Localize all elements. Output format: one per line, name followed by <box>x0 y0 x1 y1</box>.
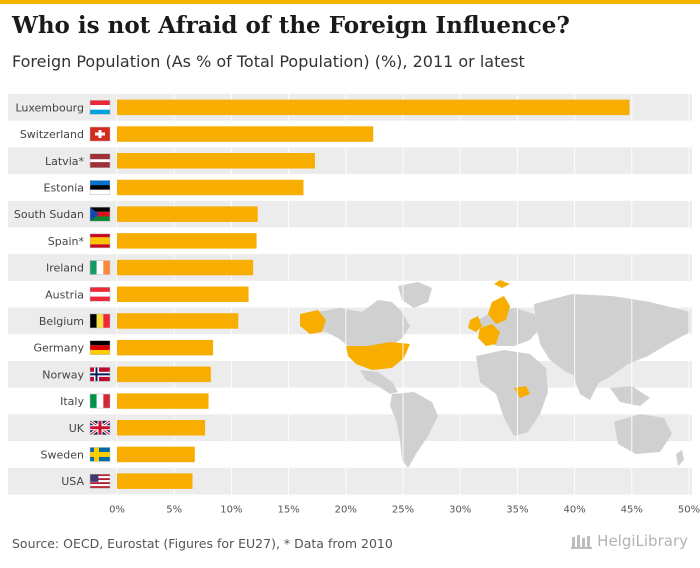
norway-flag-icon <box>89 367 111 382</box>
row-stripe <box>8 254 692 281</box>
map-africa <box>476 350 548 436</box>
x-tick-label: 5% <box>166 505 182 516</box>
bar-south-sudan <box>117 206 258 222</box>
x-tick-label: 50% <box>678 505 700 516</box>
map-new-zealand <box>676 450 684 466</box>
category-label: Estonia <box>44 181 85 194</box>
austria-flag-icon <box>89 287 111 302</box>
bar-luxembourg <box>117 99 630 116</box>
map-greenland <box>398 282 432 308</box>
category-label: Luxembourg <box>15 101 84 114</box>
world-map <box>300 280 690 468</box>
row-stripes <box>8 94 692 495</box>
map-asia <box>534 294 690 384</box>
row-stripe <box>8 147 692 175</box>
x-tick-label: 45% <box>621 505 643 516</box>
bar-ireland <box>117 259 254 276</box>
category-labels: Luxembourg Switzerland Latvia* Estonia South… <box>14 101 85 488</box>
category-label: USA <box>61 475 84 488</box>
category-label: Switzerland <box>20 128 84 141</box>
map-scandinavia <box>488 296 510 324</box>
belgium-flag-icon <box>89 313 111 329</box>
south-sudan-flag-icon <box>89 206 111 222</box>
row-stripe <box>8 200 692 228</box>
bar-spain <box>117 233 257 249</box>
map-australia <box>614 414 672 454</box>
bar-usa <box>117 473 193 489</box>
top-accent-bar <box>0 0 700 4</box>
x-tick-label: 10% <box>220 505 242 516</box>
bar-sweden <box>117 446 195 463</box>
x-tick-label: 20% <box>335 505 357 516</box>
bar-austria <box>117 286 249 302</box>
map-central-america <box>360 370 398 394</box>
sweden-flag-icon <box>89 447 111 462</box>
bar-belgium <box>117 313 239 329</box>
category-label: Belgium <box>39 315 84 328</box>
germany-flag-icon <box>89 340 111 355</box>
bar-uk <box>117 420 206 436</box>
map-india <box>572 370 600 400</box>
row-stripe <box>8 414 692 442</box>
bar-germany <box>117 339 214 356</box>
category-label: Spain* <box>48 235 85 248</box>
bar-chart: Luxembourg Switzerland Latvia* Estonia South… <box>8 94 700 516</box>
map-south-america <box>390 392 438 468</box>
map-southeast-asia <box>610 386 650 406</box>
estonia-flag-icon <box>89 180 111 195</box>
chart-subtitle: Foreign Population (As % of Total Popula… <box>12 52 525 71</box>
row-stripe <box>8 467 692 495</box>
source-note: Source: OECD, Eurostat (Figures for EU27… <box>12 536 393 551</box>
category-label: Ireland <box>46 262 84 275</box>
flag-icons <box>89 100 111 489</box>
category-label: Austria <box>45 288 84 301</box>
x-tick-label: 35% <box>506 505 528 516</box>
category-label: Germany <box>33 342 84 355</box>
bar-switzerland <box>117 126 374 142</box>
switzerland-flag-icon <box>89 126 111 142</box>
latvia-flag-icon <box>89 153 111 168</box>
uk-flag-icon <box>89 419 111 436</box>
luxembourg-flag-icon <box>89 100 111 115</box>
x-tick-label: 25% <box>392 505 414 516</box>
spain-flag-icon <box>89 233 111 249</box>
brand-name: HelgiLibrary <box>597 532 688 550</box>
usa-flag-icon <box>89 473 111 489</box>
map-alaska <box>300 310 326 334</box>
category-label: Norway <box>42 368 84 381</box>
x-tick-label: 30% <box>449 505 471 516</box>
map-usa <box>346 342 410 370</box>
brand-logo: HelgiLibrary <box>571 532 688 550</box>
x-tick-label: 15% <box>277 505 299 516</box>
x-tick-label: 40% <box>563 505 585 516</box>
bar-italy <box>117 393 209 409</box>
x-tick-label: 0% <box>109 505 125 516</box>
chart-title: Who is not Afraid of the Foreign Influen… <box>12 12 570 39</box>
ireland-flag-icon <box>89 260 111 275</box>
map-uk-ireland <box>468 316 482 332</box>
bar-estonia <box>117 179 304 196</box>
map-western-europe <box>478 324 500 346</box>
map-south-sudan <box>514 386 530 398</box>
italy-flag-icon <box>89 393 111 409</box>
category-label: Italy <box>60 395 84 408</box>
category-label: Sweden <box>41 448 84 461</box>
x-axis-ticks: 0% 5% 10% 15% 20% 25% 30% 35% 40% 45% 50% <box>109 505 700 516</box>
category-label: Latvia* <box>45 155 84 168</box>
map-north-america <box>300 300 410 356</box>
library-icon <box>571 535 593 549</box>
bar-latvia <box>117 153 315 169</box>
category-label: South Sudan <box>14 208 84 221</box>
bars <box>117 99 630 489</box>
bar-norway <box>117 366 211 383</box>
map-svalbard <box>494 280 510 288</box>
category-label: UK <box>69 422 85 435</box>
